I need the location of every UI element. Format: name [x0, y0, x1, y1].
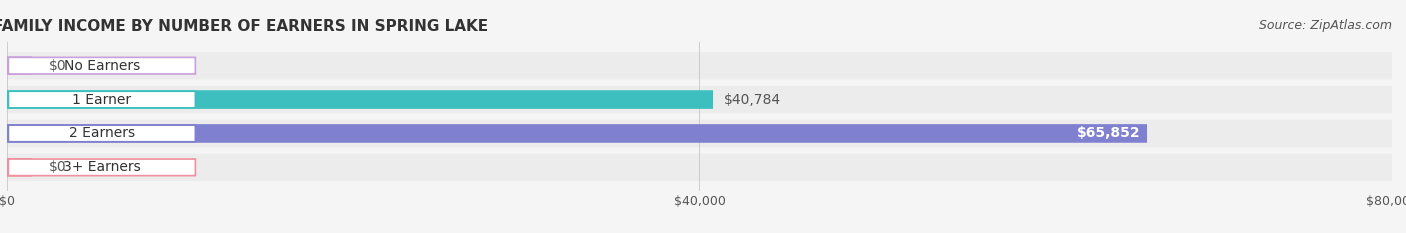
Text: $0: $0 [49, 59, 66, 73]
Text: FAMILY INCOME BY NUMBER OF EARNERS IN SPRING LAKE: FAMILY INCOME BY NUMBER OF EARNERS IN SP… [0, 19, 488, 34]
FancyBboxPatch shape [7, 158, 32, 177]
Text: $65,852: $65,852 [1077, 127, 1140, 140]
Text: 2 Earners: 2 Earners [69, 127, 135, 140]
FancyBboxPatch shape [7, 86, 1392, 113]
Text: Source: ZipAtlas.com: Source: ZipAtlas.com [1258, 19, 1392, 32]
FancyBboxPatch shape [7, 56, 32, 75]
FancyBboxPatch shape [7, 52, 1392, 79]
FancyBboxPatch shape [7, 154, 1392, 181]
FancyBboxPatch shape [8, 159, 195, 176]
Text: $40,784: $40,784 [724, 93, 782, 106]
FancyBboxPatch shape [8, 125, 195, 142]
Text: No Earners: No Earners [63, 59, 141, 73]
FancyBboxPatch shape [7, 120, 1392, 147]
Text: 1 Earner: 1 Earner [72, 93, 131, 106]
Text: 3+ Earners: 3+ Earners [63, 160, 141, 174]
FancyBboxPatch shape [8, 91, 195, 108]
Text: $0: $0 [49, 160, 66, 174]
FancyBboxPatch shape [8, 57, 195, 74]
FancyBboxPatch shape [7, 90, 713, 109]
FancyBboxPatch shape [7, 124, 1147, 143]
